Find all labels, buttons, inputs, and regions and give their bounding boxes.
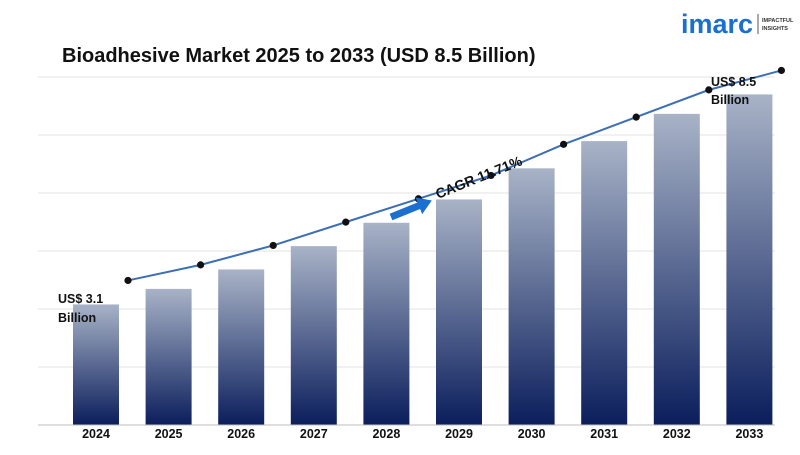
x-tick-label: 2027 [300, 427, 328, 441]
bar-2031 [581, 141, 628, 425]
trend-point-2027 [342, 218, 350, 226]
start-value-label: US$ 3.1 [58, 292, 103, 306]
trend-point-2030 [560, 140, 568, 148]
logo-tagline-1: IMPACTFUL [762, 18, 794, 24]
bar-2032 [653, 113, 700, 425]
bar-2029 [436, 199, 482, 425]
start-unit-label: Billion [58, 311, 96, 325]
bar-2028 [363, 222, 410, 425]
end-unit-label: Billion [711, 93, 749, 107]
x-tick-label: 2030 [518, 427, 546, 441]
x-tick-label: 2033 [735, 427, 763, 441]
trend-point-2031 [632, 113, 640, 121]
bar-series [73, 94, 773, 426]
imarc-logo: imarc IMPACTFUL INSIGHTS [681, 9, 794, 39]
x-tick-label: 2025 [155, 427, 183, 441]
trend-point-2025 [197, 261, 205, 269]
x-tick-label: 2026 [227, 427, 255, 441]
trend-point-2029 [487, 171, 495, 180]
bar-2025 [145, 288, 192, 425]
trend-point-2033 [777, 66, 786, 75]
x-tick-label: 2031 [590, 427, 618, 441]
trend-line [127, 69, 782, 282]
trend-markers [124, 66, 786, 285]
x-tick-label: 2032 [663, 427, 691, 441]
bar-2033 [726, 94, 773, 425]
trend-point-2024 [124, 276, 132, 285]
x-tick-label: 2024 [82, 427, 110, 441]
trend-point-2032 [705, 86, 713, 94]
x-tick-labels: 2024 2025 2026 2027 2028 2029 2030 2031 2032 2033 [82, 427, 763, 441]
chart-title: Bioadhesive Market 2025 to 2033 (USD 8.5… [62, 45, 536, 67]
bar-2027 [290, 246, 337, 425]
logo-wordmark: imarc [681, 9, 753, 39]
logo-tagline-2: INSIGHTS [762, 26, 788, 32]
x-tick-label: 2029 [445, 427, 473, 441]
end-value-label: US$ 8.5 [711, 75, 756, 89]
bar-2026 [218, 269, 265, 425]
trend-point-2026 [269, 241, 277, 250]
bar-2024 [73, 304, 119, 425]
bar-2030 [508, 168, 555, 426]
x-tick-label: 2028 [372, 427, 400, 441]
cagr-arrow-icon [389, 197, 432, 221]
